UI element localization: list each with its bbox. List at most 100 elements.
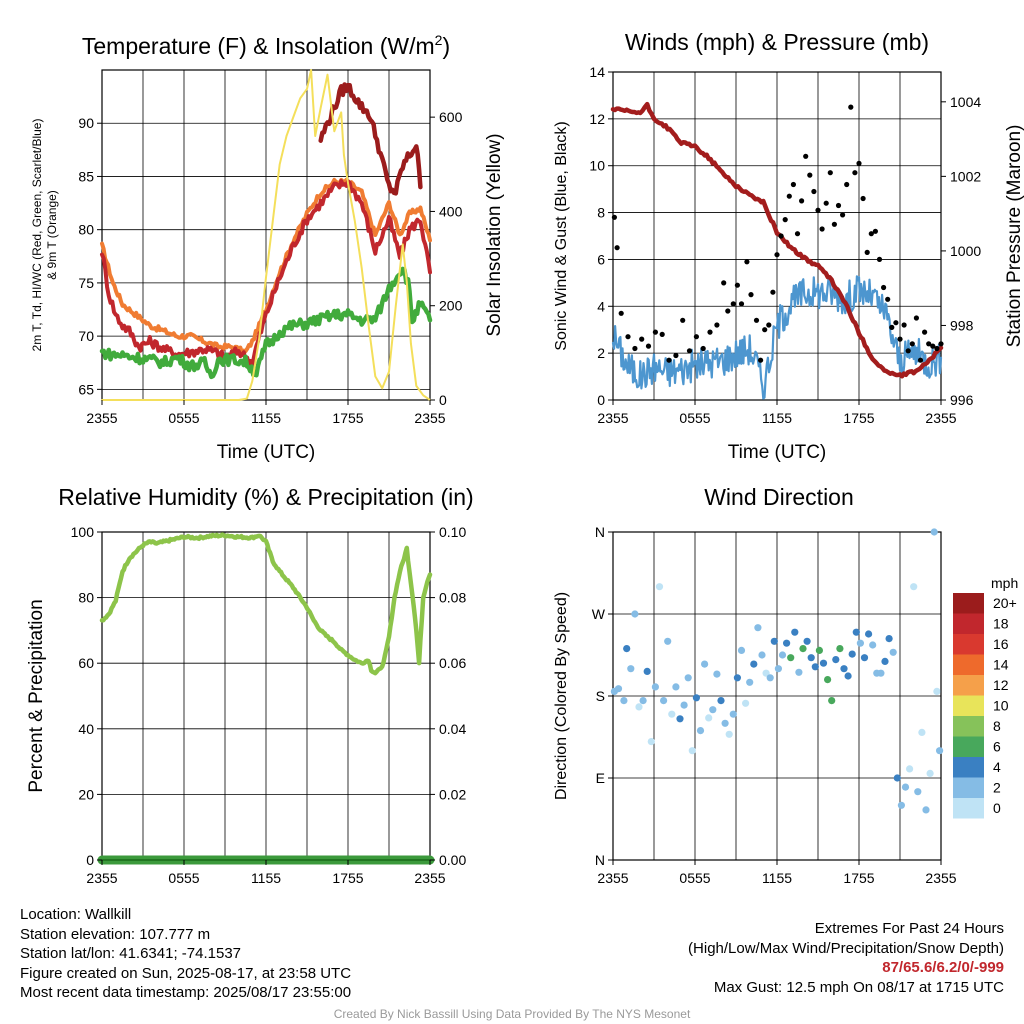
temperature-xtick-label: 1755 — [332, 410, 363, 426]
humidity-panel: Relative Humidity (%) & Precipitation (i… — [26, 484, 474, 886]
gust-point — [766, 322, 772, 328]
precipitation-ytick-label: 0.06 — [439, 655, 466, 671]
gust-point — [639, 336, 645, 342]
direction-point — [620, 697, 628, 705]
pressure-ytick-label: 1002 — [950, 168, 981, 184]
temperature-ytick-label: 90 — [78, 115, 94, 131]
humidity-panel-title: Relative Humidity (%) & Precipitation (i… — [58, 484, 473, 510]
gust-point — [714, 322, 720, 328]
temperature-ytick-label: 80 — [78, 222, 94, 238]
direction-grid — [613, 532, 941, 860]
gust-point — [840, 212, 846, 218]
direction-point — [836, 645, 844, 653]
gust-point — [790, 181, 797, 188]
direction-point — [713, 670, 721, 678]
direction-point — [733, 674, 742, 682]
speed-legend-label: 16 — [993, 636, 1009, 652]
gust-point — [632, 345, 638, 352]
temperature-tick-labels: 2355 0555 1155 1755 2355 65 70 75 80 85 90 0 200 400 6… — [78, 109, 462, 426]
gust-point — [934, 345, 940, 352]
gust-point — [700, 345, 706, 352]
gust-point — [860, 195, 866, 202]
speed-legend-swatch — [953, 798, 984, 819]
speed-legend-swatch — [953, 634, 984, 655]
temperature-series — [99, 69, 433, 401]
direction-panel-title: Wind Direction — [704, 484, 854, 510]
direction-ytick-label: E — [596, 770, 605, 786]
direction-point — [832, 656, 840, 664]
direction-point — [877, 669, 885, 677]
gust-point — [673, 352, 679, 359]
humidity-ytick-label: 60 — [78, 655, 94, 671]
temperature-xtick-label: 2355 — [86, 410, 117, 426]
gust-point — [868, 231, 874, 237]
humidity-ytick-label: 100 — [71, 524, 95, 540]
direction-point — [803, 637, 811, 645]
gust-point — [753, 317, 760, 323]
speed-legend-swatch — [953, 757, 984, 778]
temperature-x-label: Time (UTC) — [217, 442, 316, 463]
speed-legend-label: 6 — [993, 739, 1001, 755]
gust-point — [807, 172, 813, 178]
gust-point — [856, 160, 862, 166]
direction-point — [881, 657, 889, 666]
direction-point — [824, 676, 832, 684]
wind-series — [610, 101, 944, 400]
pressure-ytick-label: 1004 — [950, 94, 981, 110]
temperature-xtick-label: 0555 — [168, 410, 199, 426]
direction-point — [856, 639, 865, 647]
gust-point — [618, 310, 624, 316]
insolation-ytick-label: 400 — [439, 203, 463, 219]
gust-point — [744, 259, 750, 265]
direction-point — [709, 706, 717, 714]
temperature-panel-title: Temperature (F) & Insolation (W/m2) — [82, 32, 450, 59]
precipitation-ytick-label: 0.08 — [439, 590, 466, 606]
direction-point — [819, 659, 828, 667]
speed-legend-label: 2 — [993, 780, 1001, 796]
gust-point — [725, 308, 731, 314]
gust-point — [614, 245, 620, 251]
direction-point — [762, 669, 770, 677]
wind-ytick-label: 4 — [597, 298, 605, 314]
gust-point — [803, 153, 809, 159]
td-line — [99, 266, 433, 380]
speed-legend-swatch — [953, 695, 984, 716]
insolation-y-label: Solar Insolation (Yellow) — [484, 133, 505, 336]
direction-point — [933, 687, 941, 696]
gust-point — [823, 200, 829, 206]
gust-point — [827, 170, 833, 176]
pressure-ytick-label: 998 — [950, 317, 974, 333]
gust-point — [872, 228, 879, 234]
wind-x-label: Time (UTC) — [728, 442, 827, 463]
gust-point — [905, 348, 911, 354]
station-info: Location: Wallkill Station elevation: 10… — [20, 905, 351, 1003]
direction-point — [922, 806, 930, 814]
direction-point — [865, 630, 873, 638]
wind-xtick-label: 2355 — [597, 410, 628, 426]
direction-point — [655, 583, 664, 591]
humidity-xtick-label: 2355 — [414, 870, 445, 886]
gust-point — [758, 357, 764, 363]
temperature-ytick-label: 75 — [78, 275, 94, 291]
precipitation-ytick-label: 0.10 — [439, 524, 466, 540]
direction-point — [930, 528, 938, 536]
direction-ytick-label: N — [595, 524, 605, 540]
figure-created: Figure created on Sun, 2025-08-17, at 23… — [20, 964, 352, 982]
wind-ytick-label: 2 — [597, 345, 605, 361]
direction-point — [627, 665, 635, 673]
humidity-xtick-label: 1155 — [251, 870, 281, 886]
wind-xtick-label: 1155 — [762, 410, 792, 426]
gust-point — [913, 315, 920, 321]
gust-point — [819, 226, 825, 232]
speed-legend-label: 12 — [993, 677, 1009, 693]
wind-tick-labels: 2355 0555 1155 1755 2355 0 2 4 6 8 10 12 14 996 998 100… — [589, 64, 981, 426]
gust-point — [786, 193, 792, 199]
direction-point — [783, 639, 791, 647]
wind-panel: Winds (mph) & Pressure (mb) 2355 0555 1155… — [553, 29, 1024, 463]
humidity-xtick-label: 0555 — [168, 870, 199, 886]
direction-point — [906, 765, 914, 773]
direction-point — [889, 648, 897, 656]
gust-point — [645, 343, 652, 349]
wind-xtick-label: 2355 — [925, 410, 956, 426]
